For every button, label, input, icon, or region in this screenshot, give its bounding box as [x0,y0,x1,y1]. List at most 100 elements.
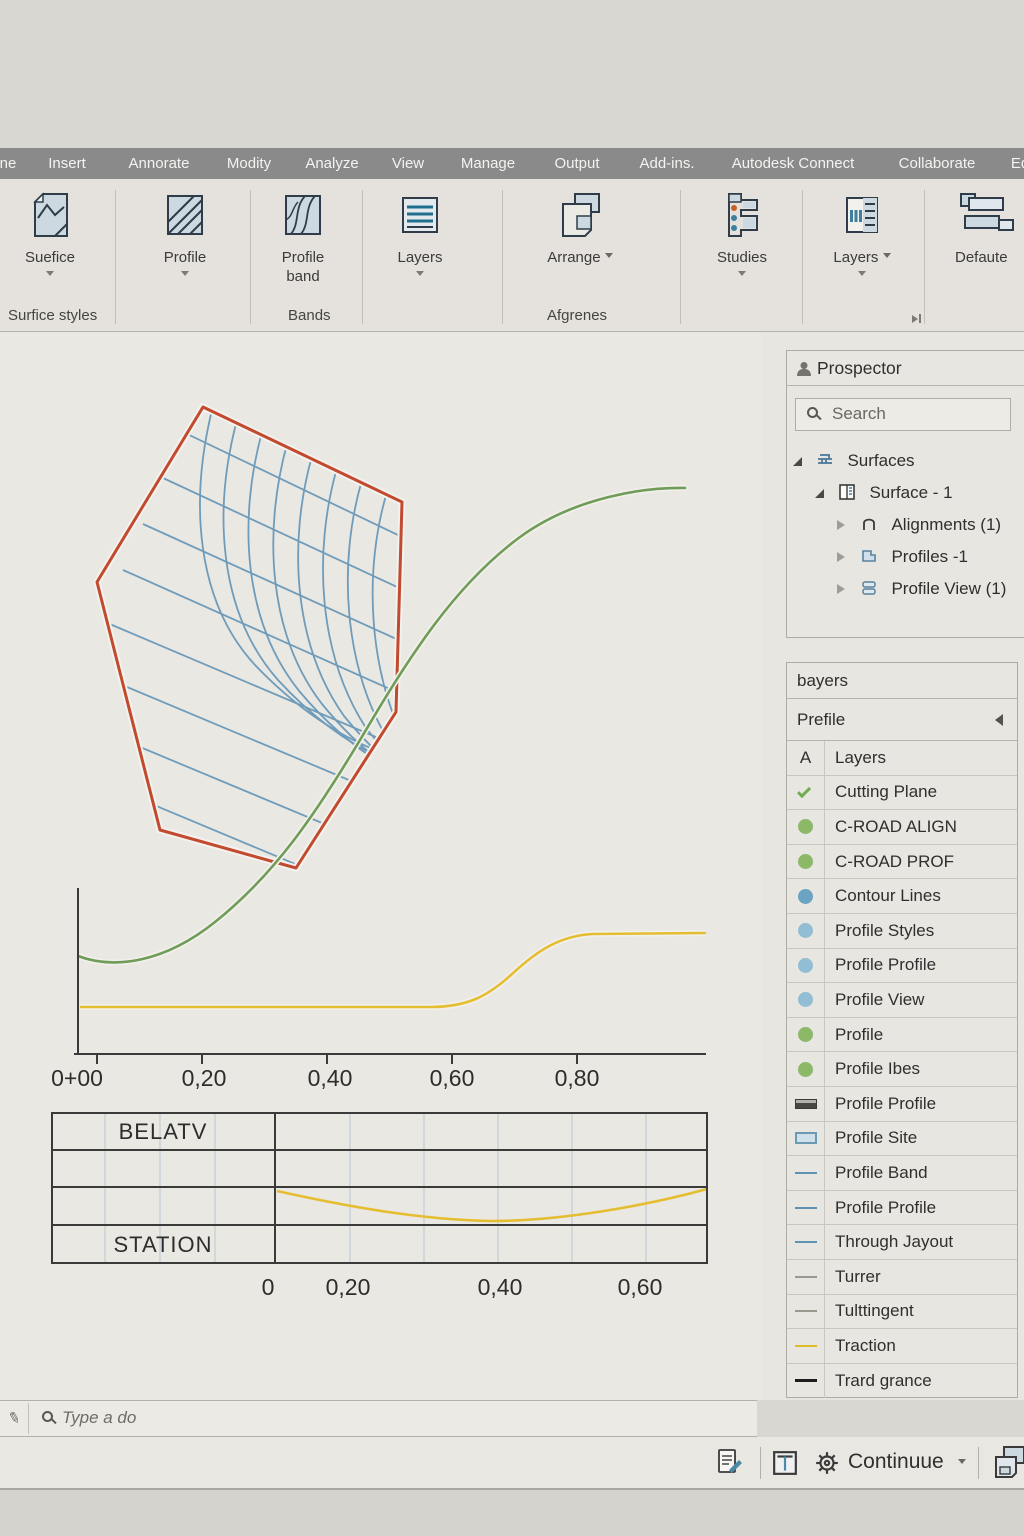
band-row-title: BELATV [118,1119,208,1144]
chevron-down-icon[interactable] [858,271,866,280]
search-input[interactable] [832,402,1002,426]
layers-list-icon [402,197,438,233]
tab-addins[interactable]: Add-ins. [639,155,695,172]
prospector-panel: Prospector Surfaces Surface - 1 [786,350,1024,638]
gray-line-icon [787,1294,825,1329]
band-tick-label: 0,40 [477,1274,523,1300]
layer-row[interactable]: Profile Ibes [787,1052,1017,1087]
layer-row[interactable]: C-ROAD ALIGN [787,810,1017,845]
layer-row[interactable]: Through Jayout [787,1225,1017,1260]
prospector-header[interactable]: Prospector [787,351,1024,386]
ribbon-tab-bar: ne Insert Annorate Modity Analyze View M… [0,148,1024,179]
black-line-icon [787,1363,825,1399]
group-label-afgrenes: Afgrenes [547,307,608,324]
tab-autodesk-connect[interactable]: Autodesk Connect [731,155,855,172]
gear-icon[interactable] [814,1450,840,1476]
studies-button[interactable]: Studies [697,190,787,285]
panel-launcher-icon[interactable] [912,310,921,328]
layer-row[interactable]: Profile Profile [787,948,1017,984]
layers-filter-row[interactable]: Prefile [787,699,1017,741]
button-label: Defaute [955,249,1008,266]
tab-collaborate[interactable]: Collaborate [898,155,976,172]
layer-row[interactable]: Profile Site [787,1121,1017,1157]
tree-collapsed-icon[interactable] [837,552,845,562]
chevron-down-icon[interactable] [604,253,613,262]
profile-style-button[interactable]: Profile [140,190,230,285]
layer-row[interactable]: Trard grance [787,1363,1017,1399]
blue-dot-icon [787,879,825,913]
pages-icon[interactable] [990,1445,1024,1481]
tab-modify[interactable]: Modity [226,155,272,172]
annotation-log-icon[interactable] [716,1448,744,1478]
tree-item-profiles[interactable]: Profiles -1 [837,541,968,573]
text-window-icon[interactable] [772,1450,798,1476]
layer-row[interactable]: Contour Lines [787,879,1017,914]
tab-manage[interactable]: Manage [460,155,516,172]
chevron-down-icon[interactable] [958,1459,966,1468]
tab-annotate[interactable]: Annorate [128,155,190,172]
button-label: Studies [716,249,768,266]
chevron-down-icon[interactable] [416,271,424,280]
layer-row[interactable]: A Layers [787,741,1017,776]
continue-button[interactable]: Continuue [848,1450,944,1473]
button-label: Layers [812,248,912,267]
blue-line-icon [787,1190,825,1225]
tree-item-profile-view[interactable]: Profile View (1) [837,573,1006,605]
station-tick-label: 0,40 [307,1065,353,1091]
tree-item-surface-1[interactable]: Surface - 1 [815,477,953,509]
group-label-surface-styles: Surfice styles [8,307,98,324]
tree-item-surfaces[interactable]: Surfaces [793,445,915,477]
tab-analyze[interactable]: Analyze [305,155,359,172]
profile-band-button[interactable]: Profile band [258,190,348,286]
defaults-button[interactable]: Defaute [955,190,1024,267]
layer-row[interactable]: Profile Styles [787,913,1017,949]
layer-row[interactable]: C-ROAD PROF [787,844,1017,880]
chevron-down-icon[interactable] [181,271,189,280]
tree-item-alignments[interactable]: Alignments (1) [837,509,1001,541]
profile-view-icon [861,581,876,595]
chevron-down-icon[interactable] [46,271,54,280]
tree-expanded-icon[interactable] [815,489,824,498]
chevron-down-icon[interactable] [882,253,891,262]
layer-row[interactable]: Profile Profile [787,1086,1017,1122]
tree-collapsed-icon[interactable] [837,584,845,594]
layer-row[interactable]: Turrer [787,1259,1017,1295]
layers-list-button[interactable]: Layers [375,190,465,285]
lightblue-dot-icon [787,913,825,948]
layer-row[interactable]: Profile Profile [787,1190,1017,1226]
surfaces-icon [817,454,832,464]
station-tick-label: 0,60 [429,1065,475,1091]
green-dot-icon [787,1017,825,1052]
tab-output[interactable]: Output [554,155,600,172]
layers-panel-button[interactable]: Layers [812,190,912,285]
chevron-left-icon[interactable] [995,714,1003,726]
arrange-button[interactable]: Arrange [528,190,632,267]
layer-row[interactable]: Profile Band [787,1156,1017,1191]
tab-view[interactable]: View [391,155,425,172]
separator [802,190,803,324]
surface-style-button[interactable]: Suefice [5,190,95,285]
tab-insert[interactable]: Insert [48,155,86,172]
tree-expanded-icon[interactable] [793,457,802,466]
prospector-search[interactable] [795,398,1011,431]
drawing-canvas[interactable]: 0+00 0,20 0,40 0,60 0,80 BELATV STATION … [0,332,762,1400]
layer-row[interactable]: Cutting Plane [787,775,1017,811]
tab-edit-partial[interactable]: Ed [1010,155,1024,172]
separator [115,190,116,324]
separator [924,190,925,324]
drawing-svg [51,402,708,1264]
yellow-line-icon [787,1329,825,1363]
layer-row[interactable]: Profile [787,1017,1017,1053]
chevron-down-icon[interactable] [738,271,746,280]
layer-row[interactable]: Profile View [787,983,1017,1018]
layer-row[interactable]: Tulttingent [787,1294,1017,1330]
layer-row[interactable]: Traction [787,1329,1017,1364]
gray-line-icon [787,1259,825,1294]
command-input[interactable] [62,1405,662,1431]
button-label: Profile [163,249,207,266]
blue-line-icon [787,1225,825,1259]
tree-collapsed-icon[interactable] [837,520,845,530]
tab-home-partial[interactable]: ne [0,155,17,172]
band-tick-label: 0 [261,1274,275,1300]
layers-filter-label: Prefile [797,710,846,729]
